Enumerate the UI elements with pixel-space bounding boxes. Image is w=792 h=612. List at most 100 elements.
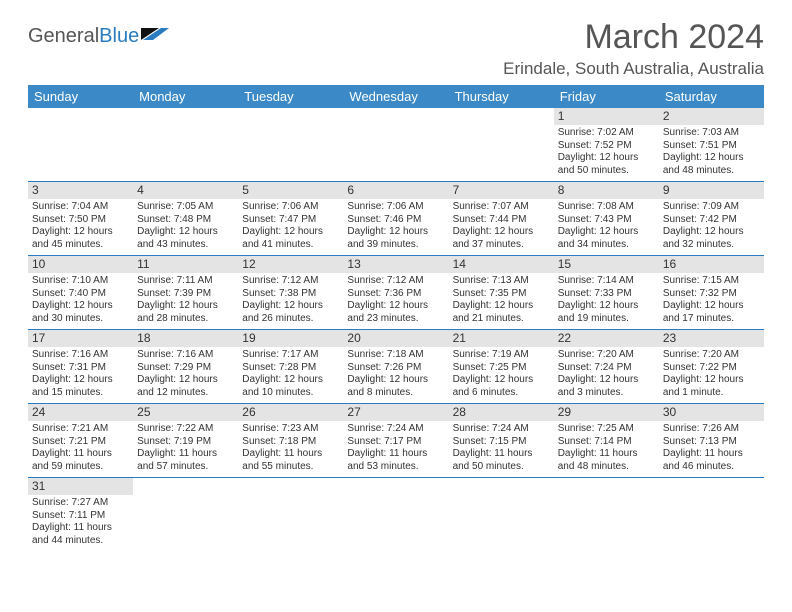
sunset-text: Sunset: 7:40 PM bbox=[32, 288, 129, 301]
title-block: March 2024 Erindale, South Australia, Au… bbox=[503, 18, 764, 79]
day-number bbox=[343, 108, 448, 110]
day-number bbox=[659, 478, 764, 480]
calendar-cell: 28Sunrise: 7:24 AMSunset: 7:15 PMDayligh… bbox=[449, 404, 554, 478]
daylight-text: and 43 minutes. bbox=[137, 239, 234, 252]
day-number: 31 bbox=[28, 478, 133, 495]
calendar-cell bbox=[554, 478, 659, 552]
daylight-text: Daylight: 11 hours bbox=[32, 522, 129, 535]
day-number: 23 bbox=[659, 330, 764, 347]
daylight-text: and 59 minutes. bbox=[32, 461, 129, 474]
day-number: 6 bbox=[343, 182, 448, 199]
sunset-text: Sunset: 7:15 PM bbox=[453, 436, 550, 449]
calendar-cell: 20Sunrise: 7:18 AMSunset: 7:26 PMDayligh… bbox=[343, 330, 448, 404]
day-number: 13 bbox=[343, 256, 448, 273]
sunrise-text: Sunrise: 7:08 AM bbox=[558, 201, 655, 214]
daylight-text: and 30 minutes. bbox=[32, 313, 129, 326]
day-number: 5 bbox=[238, 182, 343, 199]
sunset-text: Sunset: 7:35 PM bbox=[453, 288, 550, 301]
brand-logo: GeneralBlue bbox=[28, 24, 171, 49]
day-number: 19 bbox=[238, 330, 343, 347]
day-number bbox=[449, 108, 554, 110]
day-number: 29 bbox=[554, 404, 659, 421]
daylight-text: Daylight: 11 hours bbox=[453, 448, 550, 461]
flag-icon bbox=[141, 24, 171, 49]
calendar-cell: 13Sunrise: 7:12 AMSunset: 7:36 PMDayligh… bbox=[343, 256, 448, 330]
sunrise-text: Sunrise: 7:10 AM bbox=[32, 275, 129, 288]
sunrise-text: Sunrise: 7:12 AM bbox=[242, 275, 339, 288]
calendar-cell: 7Sunrise: 7:07 AMSunset: 7:44 PMDaylight… bbox=[449, 182, 554, 256]
sunrise-text: Sunrise: 7:15 AM bbox=[663, 275, 760, 288]
day-number: 8 bbox=[554, 182, 659, 199]
calendar-cell: 8Sunrise: 7:08 AMSunset: 7:43 PMDaylight… bbox=[554, 182, 659, 256]
sunrise-text: Sunrise: 7:06 AM bbox=[242, 201, 339, 214]
brand-text-1: General bbox=[28, 25, 99, 47]
daylight-text: Daylight: 11 hours bbox=[663, 448, 760, 461]
daylight-text: Daylight: 11 hours bbox=[137, 448, 234, 461]
sunset-text: Sunset: 7:47 PM bbox=[242, 214, 339, 227]
daylight-text: and 48 minutes. bbox=[558, 461, 655, 474]
sunset-text: Sunset: 7:14 PM bbox=[558, 436, 655, 449]
calendar-cell bbox=[449, 108, 554, 182]
daylight-text: Daylight: 12 hours bbox=[32, 300, 129, 313]
sunrise-text: Sunrise: 7:27 AM bbox=[32, 497, 129, 510]
day-number bbox=[133, 108, 238, 110]
day-number bbox=[449, 478, 554, 480]
calendar-cell: 23Sunrise: 7:20 AMSunset: 7:22 PMDayligh… bbox=[659, 330, 764, 404]
calendar-cell: 25Sunrise: 7:22 AMSunset: 7:19 PMDayligh… bbox=[133, 404, 238, 478]
sunset-text: Sunset: 7:32 PM bbox=[663, 288, 760, 301]
daylight-text: Daylight: 11 hours bbox=[32, 448, 129, 461]
sunset-text: Sunset: 7:51 PM bbox=[663, 140, 760, 153]
brand-text: GeneralBlue bbox=[28, 25, 139, 48]
day-number bbox=[343, 478, 448, 480]
sunset-text: Sunset: 7:46 PM bbox=[347, 214, 444, 227]
sunset-text: Sunset: 7:24 PM bbox=[558, 362, 655, 375]
weekday-header-row: Sunday Monday Tuesday Wednesday Thursday… bbox=[28, 85, 764, 108]
calendar-cell: 9Sunrise: 7:09 AMSunset: 7:42 PMDaylight… bbox=[659, 182, 764, 256]
calendar-cell: 26Sunrise: 7:23 AMSunset: 7:18 PMDayligh… bbox=[238, 404, 343, 478]
calendar-week: 17Sunrise: 7:16 AMSunset: 7:31 PMDayligh… bbox=[28, 330, 764, 404]
sunrise-text: Sunrise: 7:03 AM bbox=[663, 127, 760, 140]
sunset-text: Sunset: 7:28 PM bbox=[242, 362, 339, 375]
sunrise-text: Sunrise: 7:07 AM bbox=[453, 201, 550, 214]
calendar-cell: 17Sunrise: 7:16 AMSunset: 7:31 PMDayligh… bbox=[28, 330, 133, 404]
daylight-text: Daylight: 12 hours bbox=[32, 374, 129, 387]
sunset-text: Sunset: 7:36 PM bbox=[347, 288, 444, 301]
daylight-text: and 50 minutes. bbox=[453, 461, 550, 474]
calendar-week: 3Sunrise: 7:04 AMSunset: 7:50 PMDaylight… bbox=[28, 182, 764, 256]
calendar-cell bbox=[238, 478, 343, 552]
daylight-text: and 48 minutes. bbox=[663, 165, 760, 178]
daylight-text: Daylight: 12 hours bbox=[137, 300, 234, 313]
weekday-header: Friday bbox=[554, 85, 659, 108]
location-subtitle: Erindale, South Australia, Australia bbox=[503, 59, 764, 79]
sunset-text: Sunset: 7:44 PM bbox=[453, 214, 550, 227]
daylight-text: and 45 minutes. bbox=[32, 239, 129, 252]
calendar-cell: 27Sunrise: 7:24 AMSunset: 7:17 PMDayligh… bbox=[343, 404, 448, 478]
daylight-text: Daylight: 12 hours bbox=[453, 300, 550, 313]
sunrise-text: Sunrise: 7:20 AM bbox=[663, 349, 760, 362]
calendar-cell: 21Sunrise: 7:19 AMSunset: 7:25 PMDayligh… bbox=[449, 330, 554, 404]
daylight-text: and 50 minutes. bbox=[558, 165, 655, 178]
calendar-cell bbox=[343, 478, 448, 552]
brand-text-2: Blue bbox=[99, 25, 139, 47]
weekday-header: Monday bbox=[133, 85, 238, 108]
day-number: 3 bbox=[28, 182, 133, 199]
calendar-cell: 18Sunrise: 7:16 AMSunset: 7:29 PMDayligh… bbox=[133, 330, 238, 404]
day-number: 17 bbox=[28, 330, 133, 347]
sunset-text: Sunset: 7:29 PM bbox=[137, 362, 234, 375]
daylight-text: Daylight: 12 hours bbox=[453, 374, 550, 387]
sunrise-text: Sunrise: 7:18 AM bbox=[347, 349, 444, 362]
daylight-text: and 34 minutes. bbox=[558, 239, 655, 252]
sunset-text: Sunset: 7:43 PM bbox=[558, 214, 655, 227]
day-number bbox=[238, 108, 343, 110]
daylight-text: and 37 minutes. bbox=[453, 239, 550, 252]
day-number bbox=[238, 478, 343, 480]
sunrise-text: Sunrise: 7:12 AM bbox=[347, 275, 444, 288]
calendar-cell: 30Sunrise: 7:26 AMSunset: 7:13 PMDayligh… bbox=[659, 404, 764, 478]
daylight-text: and 44 minutes. bbox=[32, 535, 129, 548]
calendar-cell: 1Sunrise: 7:02 AMSunset: 7:52 PMDaylight… bbox=[554, 108, 659, 182]
daylight-text: Daylight: 12 hours bbox=[242, 226, 339, 239]
sunset-text: Sunset: 7:52 PM bbox=[558, 140, 655, 153]
sunrise-text: Sunrise: 7:24 AM bbox=[347, 423, 444, 436]
calendar-cell: 22Sunrise: 7:20 AMSunset: 7:24 PMDayligh… bbox=[554, 330, 659, 404]
sunrise-text: Sunrise: 7:16 AM bbox=[137, 349, 234, 362]
